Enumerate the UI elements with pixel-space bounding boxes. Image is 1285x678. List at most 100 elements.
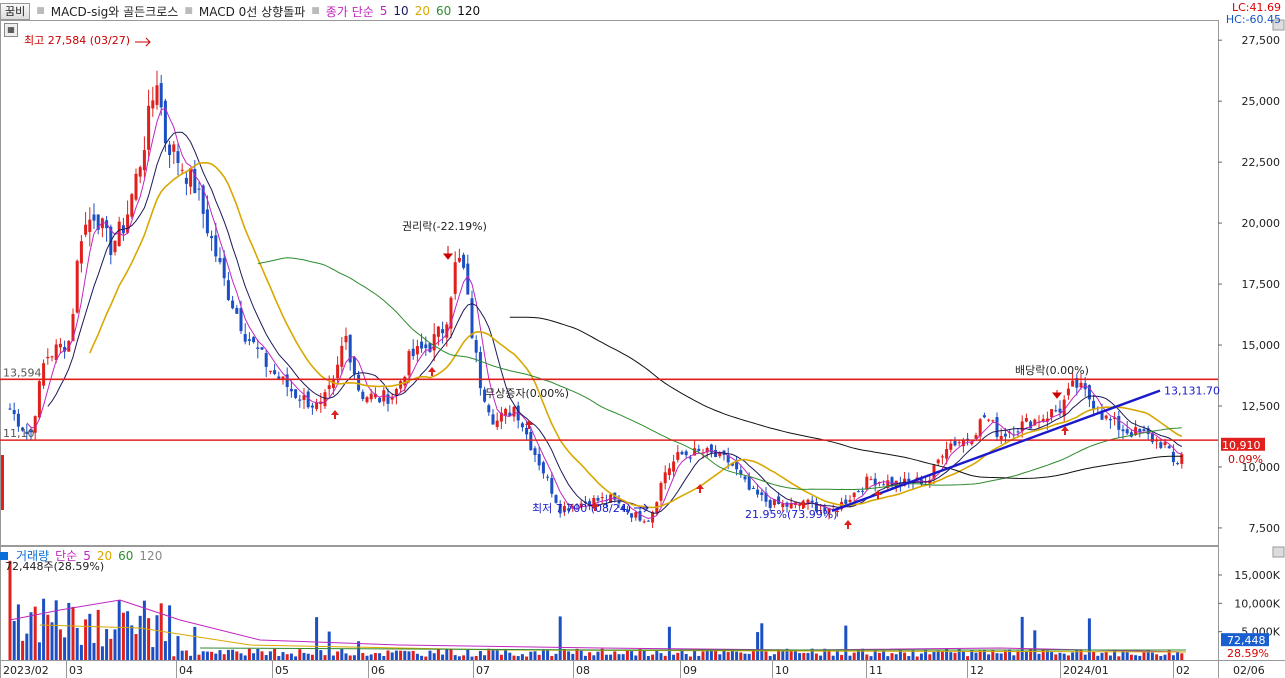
volume-bar (898, 649, 902, 660)
volume-color-icon (0, 551, 8, 560)
volume-bar (1054, 654, 1058, 660)
volume-bar (79, 644, 83, 660)
candle-body (420, 341, 424, 349)
grid-icon[interactable]: ▦ (4, 23, 18, 37)
buy-signal-icon (1061, 426, 1069, 435)
candle-body (680, 451, 684, 455)
candle-body (970, 441, 974, 445)
candle-body (554, 495, 558, 503)
candle-body (751, 488, 755, 490)
volume-bar (474, 655, 478, 660)
volume-ma-20[interactable]: 20 (96, 548, 113, 563)
volume-bar (12, 621, 16, 660)
candle-body (940, 456, 944, 458)
ma-period-60[interactable]: 60 (435, 4, 452, 18)
candle-body (428, 342, 432, 352)
candle-body (247, 339, 251, 341)
candle-body (50, 356, 54, 358)
volume-bar (1058, 652, 1062, 660)
candle-body (1003, 433, 1007, 437)
candle-body (684, 451, 688, 456)
price-tick-label: 7,500 (1249, 522, 1281, 535)
volume-bar (873, 649, 877, 660)
candle-body (378, 397, 382, 403)
volume-bar (537, 654, 541, 660)
volume-bar (550, 655, 554, 660)
volume-bar (936, 650, 940, 660)
candle-body (46, 356, 50, 359)
candle-body (1071, 380, 1075, 387)
volume-bar (621, 654, 625, 660)
volume-bar (512, 655, 516, 660)
volume-ma-120[interactable]: 120 (139, 548, 163, 563)
candle-body (919, 479, 923, 485)
volume-bar (1096, 655, 1100, 660)
volume-bar (684, 653, 688, 660)
indicator-macd-zero[interactable]: MACD 0선 상향돌파 (198, 4, 306, 19)
candle-body (466, 263, 470, 295)
candle-body (508, 412, 512, 416)
candle-body (340, 345, 344, 367)
volume-bar (856, 649, 860, 660)
ma10-line (47, 131, 1183, 514)
candle-body (499, 412, 503, 422)
ma-period-20[interactable]: 20 (414, 4, 430, 18)
volume-bar (1087, 618, 1091, 660)
ma-period-5[interactable]: 5 (379, 4, 388, 18)
volume-bar (323, 655, 327, 660)
ma-label[interactable]: 종가 단순 (325, 4, 374, 19)
current-price-label: 10,910 (1222, 439, 1261, 452)
volume-bar (252, 653, 256, 660)
stock-name-button[interactable]: 꿈비 (0, 2, 31, 20)
volume-bar (1125, 651, 1129, 660)
candle-body (894, 480, 898, 488)
ma-period-120[interactable]: 120 (457, 4, 481, 18)
volume-bar (613, 651, 617, 660)
volume-bar (756, 632, 760, 660)
candle-body (714, 449, 718, 457)
volume-bar (1176, 651, 1180, 660)
volume-ma-5[interactable]: 5 (83, 548, 91, 563)
candle-body (231, 300, 235, 309)
candle-body (453, 262, 457, 294)
candle-body (75, 260, 79, 313)
ma-period-10[interactable]: 10 (393, 4, 409, 18)
toolbar-separator-icon: ■ (36, 6, 45, 16)
candle-body (365, 397, 369, 403)
volume-bar (1024, 651, 1028, 660)
candle-body (327, 385, 331, 390)
level-upper-label: 13,594 (3, 366, 42, 379)
volume-bar (562, 648, 566, 660)
volume-bar (1092, 651, 1096, 660)
volume-bar (1079, 649, 1083, 660)
volume-bar (193, 626, 197, 660)
volume-label[interactable]: 거래량 (16, 549, 50, 563)
volume-bar (33, 606, 37, 660)
volume-bar (415, 653, 419, 660)
candle-body (558, 504, 562, 514)
candle-body (239, 308, 243, 332)
current-volume-label: 72,448 (1227, 634, 1266, 647)
volume-bar (113, 629, 117, 660)
x-axis-label: 11 (869, 664, 883, 677)
volume-bar (739, 652, 743, 660)
candle-body (982, 415, 986, 418)
volume-bar (1003, 650, 1007, 660)
candle-body (1062, 399, 1066, 417)
volume-bar (319, 650, 323, 660)
candle-body (1066, 388, 1070, 396)
indicator-macd-sig[interactable]: MACD-sig와 골든크로스 (50, 4, 179, 19)
volume-ma-label[interactable]: 단순 (55, 549, 78, 563)
volume-ma-60[interactable]: 60 (118, 548, 134, 563)
volume-bar (126, 611, 130, 660)
volume-bar (718, 654, 722, 660)
x-axis-label: 02/06 (1233, 664, 1265, 677)
candle-body (436, 326, 440, 337)
volume-bar (1100, 652, 1104, 660)
volume-bar (239, 653, 243, 660)
volume-bar (243, 655, 247, 660)
x-axis-label: 07 (476, 664, 490, 677)
volume-bar (596, 651, 600, 660)
